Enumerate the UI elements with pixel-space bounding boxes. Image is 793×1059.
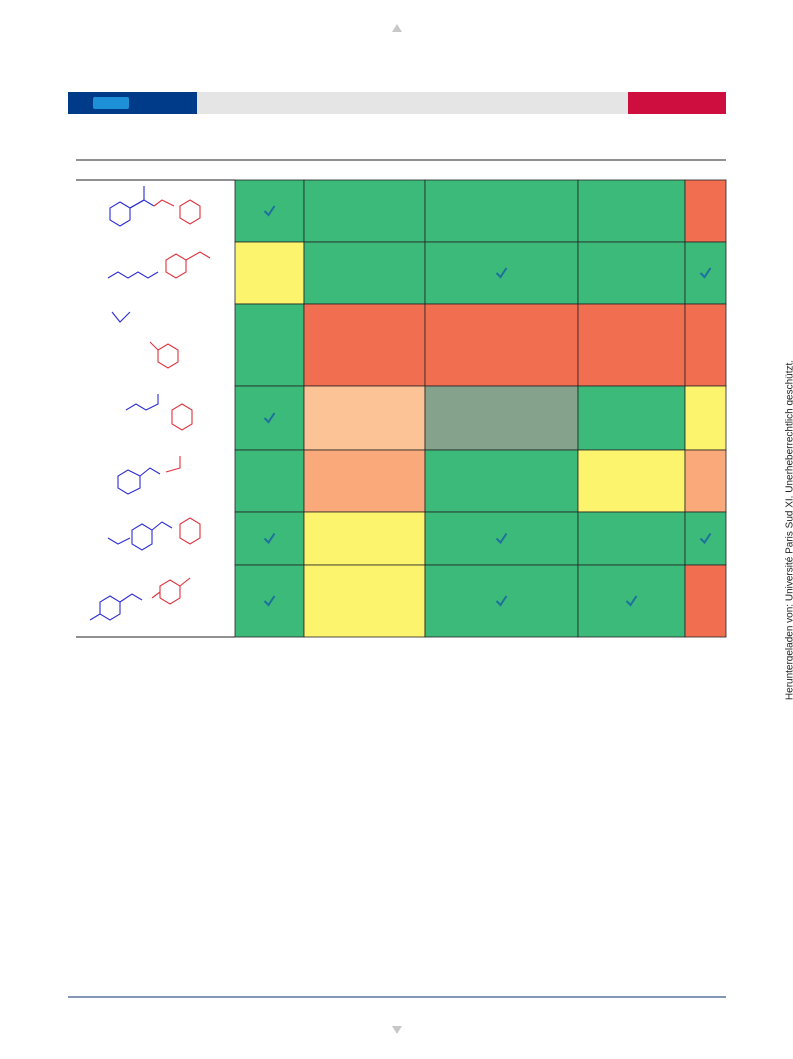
cell: [684, 179, 727, 243]
cell: [684, 241, 727, 305]
cell: [577, 449, 686, 513]
cell: [303, 385, 426, 451]
cell: [577, 179, 686, 243]
watermark: Heruntergeladen von: Université Paris Su…: [785, 360, 793, 700]
check-icon: [699, 532, 712, 545]
cell: [577, 303, 686, 387]
cell: [684, 303, 727, 387]
cell: [684, 385, 727, 451]
cell: [684, 511, 727, 566]
header-red: [628, 92, 726, 114]
header-gray: [197, 92, 628, 114]
cell: [577, 511, 686, 566]
structures: [89, 186, 211, 621]
cell: [234, 511, 305, 566]
cell: [234, 241, 305, 305]
check-icon: [495, 267, 508, 279]
cell: [303, 179, 426, 243]
nav-down[interactable]: [392, 1026, 402, 1034]
cell: [303, 564, 426, 638]
cell: [577, 385, 686, 451]
check-icon: [263, 412, 276, 424]
cell: [684, 449, 727, 513]
cell: [424, 303, 579, 387]
table: [76, 179, 727, 638]
cell: [303, 511, 426, 566]
check-icon: [263, 532, 276, 545]
cell: [234, 179, 305, 243]
nav-up[interactable]: [392, 24, 402, 32]
cell: [577, 241, 686, 305]
cell: [303, 303, 426, 387]
check-icon: [263, 205, 276, 217]
cell: [424, 564, 579, 638]
check-icon: [495, 532, 508, 545]
cell: [234, 303, 305, 387]
cell: [424, 449, 579, 513]
check-icon: [625, 595, 638, 607]
check-icon: [699, 267, 712, 279]
header-blue: [68, 92, 197, 114]
cell: [424, 241, 579, 305]
cell: [684, 564, 727, 638]
cell: [234, 385, 305, 451]
cell: [424, 511, 579, 566]
cell: [424, 385, 579, 451]
cell: [234, 564, 305, 638]
cell: [234, 449, 305, 513]
check-icon: [263, 595, 276, 607]
cell: [303, 449, 426, 513]
cell: [303, 241, 426, 305]
header-badge: [93, 97, 129, 109]
cell: [577, 564, 686, 638]
check-icon: [495, 595, 508, 607]
cell: [424, 179, 579, 243]
